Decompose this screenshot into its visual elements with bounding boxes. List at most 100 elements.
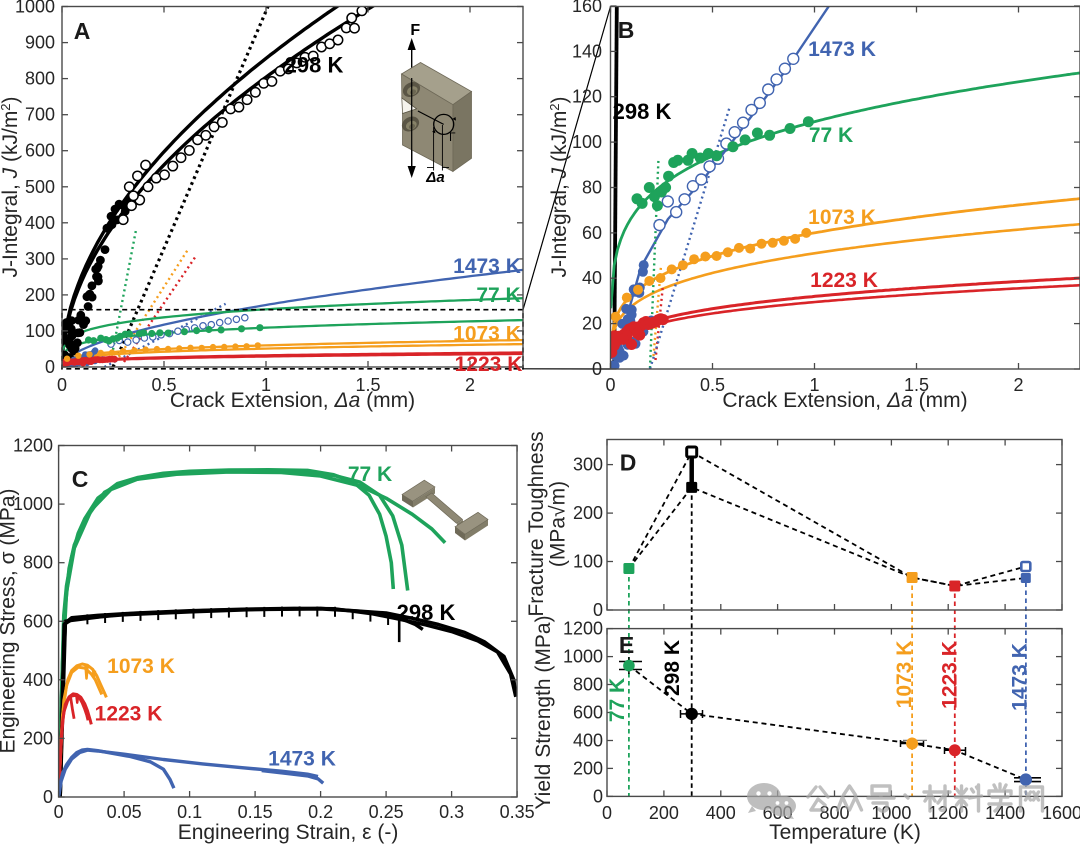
svg-text:700: 700 xyxy=(25,105,55,125)
svg-text:2: 2 xyxy=(465,375,475,395)
svg-text:1223 K: 1223 K xyxy=(939,641,962,709)
svg-text:40: 40 xyxy=(582,268,602,288)
svg-text:0: 0 xyxy=(593,600,603,620)
svg-text:0: 0 xyxy=(45,357,55,377)
svg-text:100: 100 xyxy=(25,321,55,341)
svg-text:1000: 1000 xyxy=(15,0,55,17)
svg-text:D: D xyxy=(620,450,637,476)
svg-text:1223 K: 1223 K xyxy=(455,353,523,376)
svg-text:1: 1 xyxy=(809,375,819,395)
svg-text:400: 400 xyxy=(706,803,736,823)
svg-text:80: 80 xyxy=(582,178,602,198)
svg-text:0.05: 0.05 xyxy=(107,802,142,822)
svg-text:Fracture Toughness: Fracture Toughness xyxy=(525,431,548,616)
svg-text:1223 K: 1223 K xyxy=(810,269,878,292)
svg-text:120: 120 xyxy=(572,87,602,107)
svg-text:0.2: 0.2 xyxy=(308,802,333,822)
svg-text:1000: 1000 xyxy=(13,494,53,514)
svg-text:100: 100 xyxy=(572,132,602,152)
svg-text:1073 K: 1073 K xyxy=(453,323,521,346)
svg-text:900: 900 xyxy=(25,33,55,53)
svg-text:0: 0 xyxy=(602,803,612,823)
svg-text:200: 200 xyxy=(573,503,603,523)
svg-text:0.35: 0.35 xyxy=(500,802,535,822)
svg-text:F: F xyxy=(410,22,420,39)
svg-text:1473 K: 1473 K xyxy=(808,38,876,61)
svg-text:1223 K: 1223 K xyxy=(95,703,163,726)
svg-text:160: 160 xyxy=(572,0,602,16)
svg-text:1073 K: 1073 K xyxy=(107,655,175,678)
svg-text:J-Integral, J (kJ/m2): J-Integral, J (kJ/m2) xyxy=(0,96,22,277)
svg-text:1200: 1200 xyxy=(13,436,53,456)
svg-text:600: 600 xyxy=(25,141,55,161)
svg-text:20: 20 xyxy=(582,314,602,334)
svg-text:100: 100 xyxy=(573,552,603,572)
svg-text:800: 800 xyxy=(25,69,55,89)
svg-text:200: 200 xyxy=(649,803,679,823)
svg-text:A: A xyxy=(74,18,91,44)
svg-text:400: 400 xyxy=(23,670,53,690)
svg-text:(MPa√m): (MPa√m) xyxy=(547,481,570,567)
svg-text:0: 0 xyxy=(593,786,603,806)
svg-text:0: 0 xyxy=(592,359,602,379)
svg-text:2: 2 xyxy=(1013,375,1023,395)
svg-text:1400: 1400 xyxy=(985,803,1025,823)
svg-text:298 K: 298 K xyxy=(285,53,344,78)
svg-text:1073 K: 1073 K xyxy=(893,641,916,709)
svg-text:1.5: 1.5 xyxy=(355,375,380,395)
svg-text:600: 600 xyxy=(23,611,53,631)
svg-text:200: 200 xyxy=(573,758,603,778)
svg-text:Engineering Stress, σ (MPa): Engineering Stress, σ (MPa) xyxy=(0,488,20,753)
svg-text:0: 0 xyxy=(43,787,53,807)
svg-text:1200: 1200 xyxy=(928,803,968,823)
svg-text:1000: 1000 xyxy=(563,647,603,667)
svg-text:0.15: 0.15 xyxy=(238,802,273,822)
svg-text:800: 800 xyxy=(573,675,603,695)
svg-text:400: 400 xyxy=(25,213,55,233)
svg-text:Γ: Γ xyxy=(449,130,456,144)
svg-text:200: 200 xyxy=(23,728,53,748)
svg-text:0.1: 0.1 xyxy=(177,802,202,822)
svg-text:1200: 1200 xyxy=(563,619,603,639)
svg-text:1: 1 xyxy=(261,375,271,395)
svg-text:77 K: 77 K xyxy=(476,284,520,307)
svg-text:400: 400 xyxy=(573,731,603,751)
svg-text:298 K: 298 K xyxy=(661,640,684,696)
svg-text:300: 300 xyxy=(573,455,603,475)
svg-text:500: 500 xyxy=(25,177,55,197)
svg-text:0: 0 xyxy=(54,802,64,822)
svg-text:1473 K: 1473 K xyxy=(268,748,336,771)
svg-text:60: 60 xyxy=(582,223,602,243)
svg-text:800: 800 xyxy=(819,803,849,823)
svg-text:1600: 1600 xyxy=(1042,803,1080,823)
svg-text:1000: 1000 xyxy=(871,803,911,823)
svg-text:Yield Strength (MPa): Yield Strength (MPa) xyxy=(532,615,555,809)
svg-text:77 K: 77 K xyxy=(606,678,629,722)
svg-text:Temperature (K): Temperature (K) xyxy=(769,821,921,844)
svg-text:Crack Extension, Δa (mm): Crack Extension, Δa (mm) xyxy=(722,389,967,412)
svg-text:298 K: 298 K xyxy=(397,600,456,625)
svg-text:1073 K: 1073 K xyxy=(808,206,876,229)
svg-text:0.25: 0.25 xyxy=(369,802,404,822)
svg-text:0: 0 xyxy=(57,375,67,395)
svg-text:Δa: Δa xyxy=(425,169,444,186)
svg-text:298 K: 298 K xyxy=(613,99,672,124)
svg-text:600: 600 xyxy=(573,703,603,723)
svg-text:Engineering Strain, ε (-): Engineering Strain, ε (-) xyxy=(178,821,399,844)
svg-text:0.5: 0.5 xyxy=(151,375,176,395)
svg-text:140: 140 xyxy=(572,41,602,61)
svg-text:77 K: 77 K xyxy=(809,124,853,147)
svg-text:300: 300 xyxy=(25,249,55,269)
svg-text:J-Integral, J (kJ/m2): J-Integral, J (kJ/m2) xyxy=(547,96,571,277)
svg-text:200: 200 xyxy=(25,285,55,305)
svg-text:77 K: 77 K xyxy=(348,463,392,486)
svg-text:C: C xyxy=(72,466,89,492)
svg-text:1.5: 1.5 xyxy=(904,375,929,395)
svg-text:Crack Extension, Δa (mm): Crack Extension, Δa (mm) xyxy=(170,389,415,412)
svg-text:0: 0 xyxy=(605,375,615,395)
svg-text:1473 K: 1473 K xyxy=(453,255,521,278)
svg-text:0.5: 0.5 xyxy=(700,375,725,395)
svg-text:1473 K: 1473 K xyxy=(1009,643,1032,711)
svg-text:E: E xyxy=(619,632,634,658)
svg-text:800: 800 xyxy=(23,553,53,573)
